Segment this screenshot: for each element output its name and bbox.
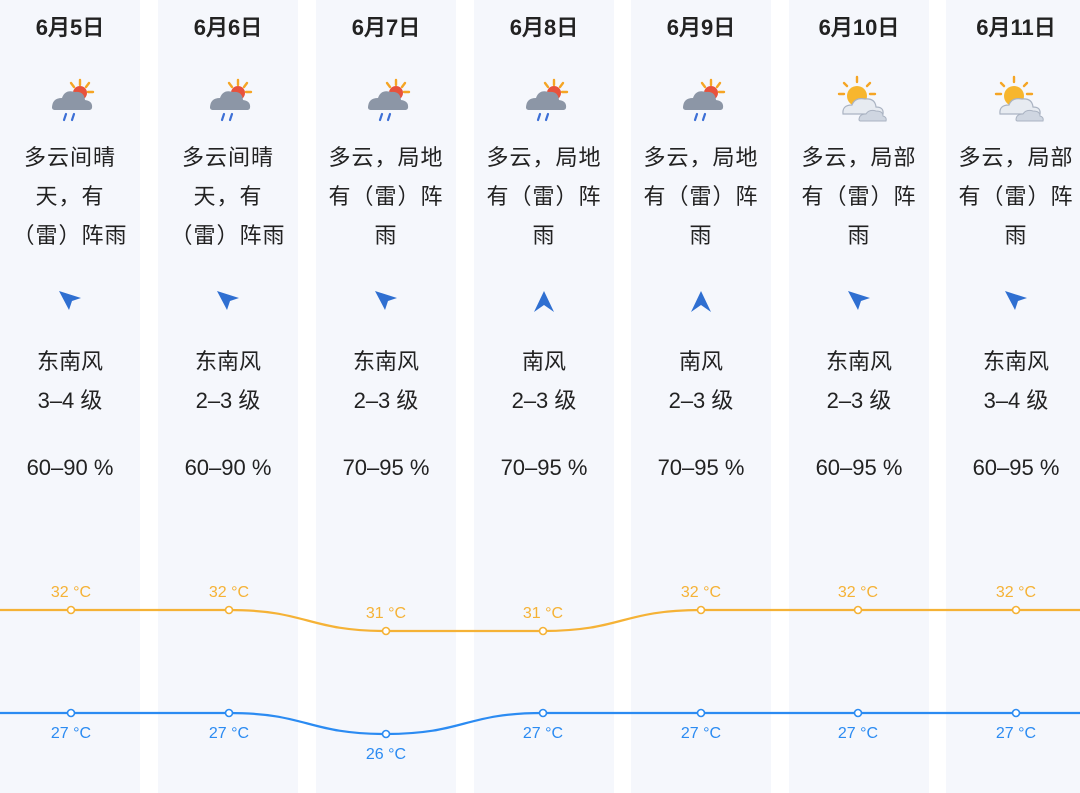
weather-description-line: 多云，局地 [328, 145, 444, 170]
cloud-sun-rain-icon [368, 78, 411, 122]
humidity: 60–90 % [184, 455, 272, 480]
wind-level: 2–3 级 [195, 388, 261, 413]
weather-description-line: （雷）阵雨 [170, 223, 286, 248]
forecast-day-column: 6月7日多云，局地有（雷）阵雨东南风 2–3 级 70–95 % [316, 0, 456, 793]
weather-description-line: 多云，局地 [643, 145, 759, 170]
weather-description-line: 多云间晴 [181, 145, 274, 170]
wind-level: 2–3 级 [826, 388, 892, 413]
forecast-day-column: 6月11日多云，局部有（雷）阵雨东南风 3–4 级 60–95 % [946, 0, 1080, 793]
weather-description-line: 多云，局地 [486, 145, 602, 170]
wind-level: 3–4 级 [983, 388, 1049, 413]
wind-level: 2–3 级 [353, 388, 419, 413]
wind-direction-arrow-icon [534, 291, 554, 312]
forecast-day-column: 6月9日多云，局地有（雷）阵雨南风 2–3 级 70–95 % [631, 0, 771, 793]
humidity: 60–95 % [815, 455, 903, 480]
weather-description: 多云间晴天，有 （雷）阵雨 [162, 138, 294, 255]
weather-description-line: 多云，局部 [801, 145, 917, 170]
wind-direction-arrow-icon [848, 291, 870, 310]
wind-direction: 东南风 [36, 349, 103, 374]
forecast-date: 6月11日 [976, 15, 1056, 40]
humidity: 70–95 % [657, 455, 745, 480]
weather-description: 多云，局地有（雷）阵雨 [478, 138, 610, 255]
weather-description-line: 有（雷）阵 [643, 184, 759, 209]
wind-direction: 东南风 [982, 349, 1049, 374]
weather-description-line: 有（雷）阵 [486, 184, 602, 209]
weather-description-line: 雨 [847, 223, 871, 248]
humidity: 70–95 % [342, 455, 430, 480]
weather-description: 多云，局部有（雷）阵雨 [950, 138, 1080, 255]
wind-level: 3–4 级 [37, 388, 103, 413]
wind-direction-arrow-icon [217, 291, 239, 310]
wind-direction: 南风 [521, 349, 566, 374]
forecast-date: 6月6日 [193, 15, 263, 40]
weather-description-line: 有（雷）阵 [801, 184, 917, 209]
weather-description-line: 雨 [532, 223, 556, 248]
cloud-sun-rain-icon [210, 78, 253, 122]
weather-description-line: 雨 [689, 223, 713, 248]
wind-direction: 东南风 [825, 349, 892, 374]
weather-description-line: 有（雷）阵 [328, 184, 444, 209]
weather-description: 多云，局地有（雷）阵雨 [635, 138, 767, 255]
weather-description-line: （雷）阵雨 [12, 223, 128, 248]
wind-direction: 南风 [678, 349, 723, 374]
wind-level: 2–3 级 [511, 388, 577, 413]
forecast-date: 6月7日 [351, 15, 421, 40]
weather-description-line: 多云，局部 [958, 145, 1074, 170]
forecast-day-column: 6月6日多云间晴天，有 （雷）阵雨东南风 2–3 级 60–90 % [158, 0, 298, 793]
humidity: 60–90 % [26, 455, 114, 480]
forecast-day-column: 6月8日多云，局地有（雷）阵雨南风 2–3 级 70–95 % [474, 0, 614, 793]
humidity: 60–95 % [972, 455, 1060, 480]
sun-cloud-icon [837, 75, 887, 122]
wind-direction-arrow-icon [1005, 291, 1027, 310]
weather-description-line: 有（雷）阵 [958, 184, 1074, 209]
cloud-sun-rain-icon [526, 78, 569, 122]
weather-description: 多云，局地有（雷）阵雨 [320, 138, 452, 255]
wind-direction-arrow-icon [375, 291, 397, 310]
weather-description: 多云间晴天，有 （雷）阵雨 [4, 138, 136, 255]
cloud-sun-rain-icon [52, 78, 95, 122]
humidity: 70–95 % [500, 455, 588, 480]
forecast-date: 6月8日 [509, 15, 579, 40]
forecast-day-column: 6月5日多云间晴天，有 （雷）阵雨东南风 3–4 级 60–90 % [0, 0, 140, 793]
wind-direction-arrow-icon [59, 291, 81, 310]
weather-description: 多云，局部有（雷）阵雨 [793, 138, 925, 255]
sun-cloud-icon [994, 75, 1044, 122]
forecast-date: 6月5日 [35, 15, 105, 40]
weather-description-line: 天，有 [193, 184, 263, 209]
weather-description-line: 雨 [1004, 223, 1028, 248]
cloud-sun-rain-icon [683, 78, 726, 122]
weather-description-line: 天，有 [35, 184, 105, 209]
wind-level: 2–3 级 [668, 388, 734, 413]
wind-direction: 东南风 [352, 349, 419, 374]
weather-description-line: 雨 [374, 223, 398, 248]
wind-direction: 东南风 [194, 349, 261, 374]
wind-direction-arrow-icon [691, 291, 711, 312]
forecast-day-column: 6月10日多云，局部有（雷）阵雨东南风 2–3 级 60–95 % [789, 0, 929, 793]
forecast-date: 6月10日 [818, 15, 900, 40]
weather-description-line: 多云间晴 [23, 145, 116, 170]
forecast-date: 6月9日 [666, 15, 736, 40]
